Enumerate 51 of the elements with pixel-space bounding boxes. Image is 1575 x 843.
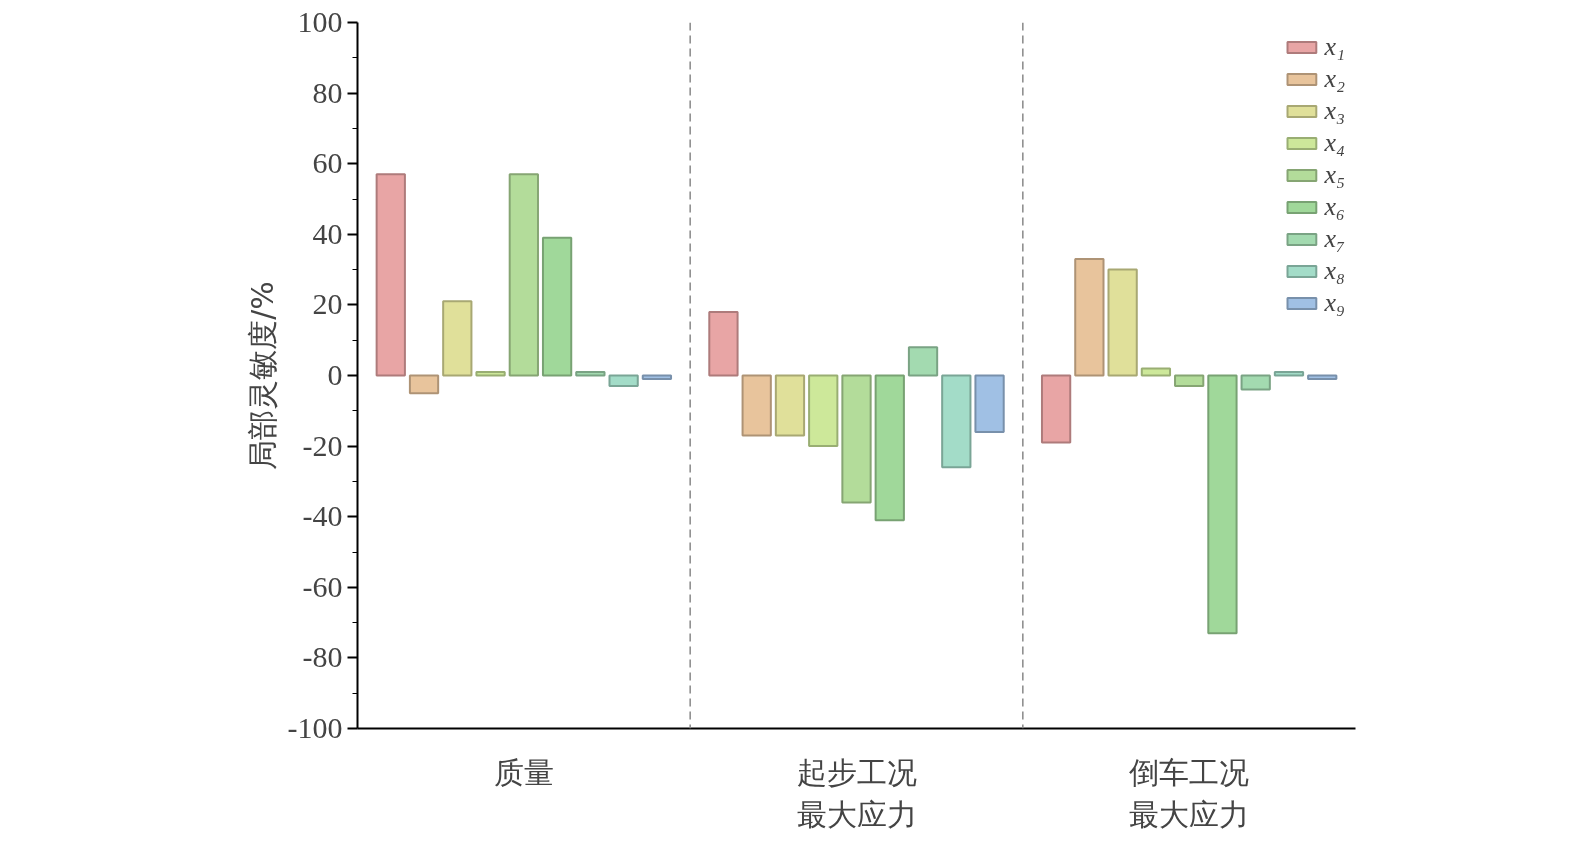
- bar: [1273, 370, 1305, 377]
- bar: [1207, 374, 1238, 635]
- bar: [375, 173, 406, 377]
- bar: [575, 370, 606, 377]
- y-tick-label: -20: [302, 428, 343, 462]
- y-axis-title: 局部灵敏度/%: [244, 281, 280, 470]
- bar: [841, 374, 872, 504]
- bar: [774, 374, 806, 437]
- bar: [508, 173, 539, 377]
- bar: [1074, 258, 1105, 377]
- x-tick-label: 倒车工况最大应力: [1129, 754, 1250, 832]
- bar: [442, 300, 473, 377]
- bar: [974, 374, 1005, 433]
- y-tick-label: 60: [312, 146, 343, 180]
- y-tick-label: 40: [312, 216, 343, 250]
- y-tick-label: -100: [287, 711, 343, 744]
- x-tick-label: 起步工况最大应力: [796, 754, 917, 832]
- legend-label: x₅: [1324, 160, 1345, 190]
- x-tick-label: 质量: [493, 754, 554, 790]
- bar: [907, 346, 939, 377]
- bar: [1240, 374, 1271, 391]
- y-tick-label: -40: [302, 499, 343, 533]
- y-tick-label: 100: [297, 5, 343, 38]
- bar: [741, 374, 772, 437]
- y-tick-label: -80: [302, 640, 343, 674]
- bar: [708, 310, 739, 377]
- legend-label: x₃: [1324, 96, 1345, 126]
- bar: [808, 374, 839, 448]
- legend-label: x₄: [1324, 128, 1345, 158]
- bar: [1307, 374, 1338, 381]
- legend-label: x₈: [1324, 256, 1345, 286]
- legend-label: x₉: [1324, 288, 1345, 318]
- y-tick-label: 80: [312, 75, 343, 109]
- legend-label: x₇: [1324, 224, 1345, 254]
- bar: [541, 236, 573, 377]
- legend-label: x₆: [1324, 192, 1345, 222]
- bar: [1107, 268, 1138, 377]
- bar: [1040, 374, 1072, 444]
- y-tick-label: 0: [327, 358, 343, 391]
- bar: [1140, 367, 1172, 377]
- bar: [1174, 374, 1205, 388]
- bar: [641, 374, 673, 381]
- legend-label: x₂: [1324, 64, 1345, 94]
- bar: [475, 370, 506, 377]
- y-tick-label: -60: [302, 569, 343, 603]
- bar: [408, 374, 440, 395]
- legend-label: x₁: [1324, 32, 1345, 62]
- bar: [874, 374, 905, 522]
- bar: [608, 374, 639, 388]
- y-tick-label: 20: [312, 287, 343, 321]
- bar: [941, 374, 972, 469]
